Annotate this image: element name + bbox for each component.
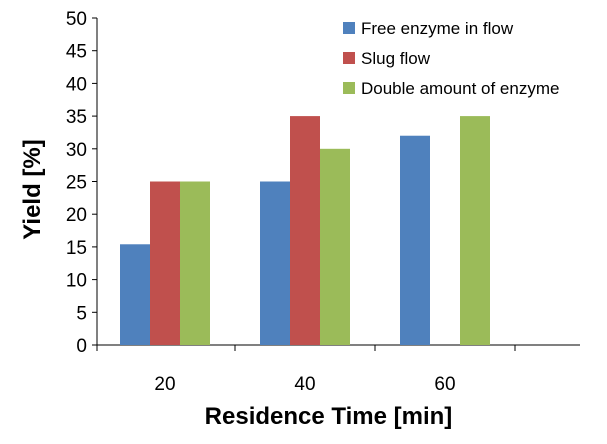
y-tick-label: 35 [66, 107, 87, 128]
y-tick-label: 45 [66, 42, 87, 63]
plot-area: 0 5 10 15 20 25 30 35 40 45 50 20 40 60 [66, 9, 580, 395]
bar [320, 148, 350, 345]
x-tick-label: 40 [294, 374, 315, 395]
legend-swatch [343, 52, 355, 64]
bar [400, 135, 430, 345]
legend-label: Double amount of enzyme [361, 79, 559, 98]
y-tick-label: 30 [66, 140, 87, 161]
x-tick-label: 60 [434, 374, 455, 395]
y-axis-ticks: 0 5 10 15 20 25 30 35 40 45 50 [66, 9, 97, 357]
y-tick-label: 0 [76, 336, 87, 357]
bar [180, 181, 210, 345]
bar [260, 181, 290, 345]
y-tick-label: 20 [66, 205, 87, 226]
legend-label: Slug flow [361, 49, 431, 68]
bar [290, 116, 320, 345]
legend-swatch [343, 82, 355, 94]
y-axis-title: Yield [%] [19, 139, 46, 239]
legend-swatch [343, 22, 355, 34]
legend-label: Free enzyme in flow [361, 19, 514, 38]
y-tick-label: 40 [66, 74, 87, 95]
x-tick-label: 20 [154, 374, 175, 395]
y-tick-label: 5 [76, 303, 87, 324]
y-tick-label: 50 [66, 9, 87, 30]
y-tick-label: 25 [66, 173, 87, 194]
bars [120, 116, 490, 345]
legend: Free enzyme in flow Slug flow Double amoun… [343, 19, 559, 98]
bar [460, 116, 490, 345]
y-tick-label: 10 [66, 271, 87, 292]
x-axis-ticks: 20 40 60 [96, 345, 516, 395]
x-axis-title: Residence Time [min] [205, 403, 453, 430]
bar [120, 244, 150, 345]
bar [150, 181, 180, 345]
y-tick-label: 15 [66, 238, 87, 259]
